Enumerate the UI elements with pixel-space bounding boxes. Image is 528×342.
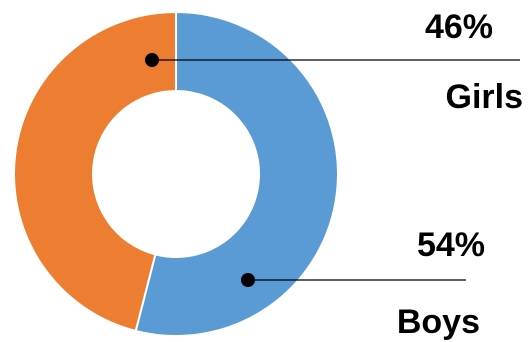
leader-lines-layer: [145, 53, 520, 287]
slices-layer: [13, 10, 339, 337]
boys-category-label: Boys: [397, 303, 480, 341]
boys-percent-label: 54%: [417, 226, 485, 264]
slice-boys: [134, 10, 339, 337]
leader-dot-girls: [145, 53, 159, 67]
girls-category-label: Girls: [446, 78, 523, 116]
slice-girls: [13, 10, 177, 333]
girls-percent-label: 46%: [425, 8, 493, 46]
leader-dot-boys: [241, 273, 255, 287]
